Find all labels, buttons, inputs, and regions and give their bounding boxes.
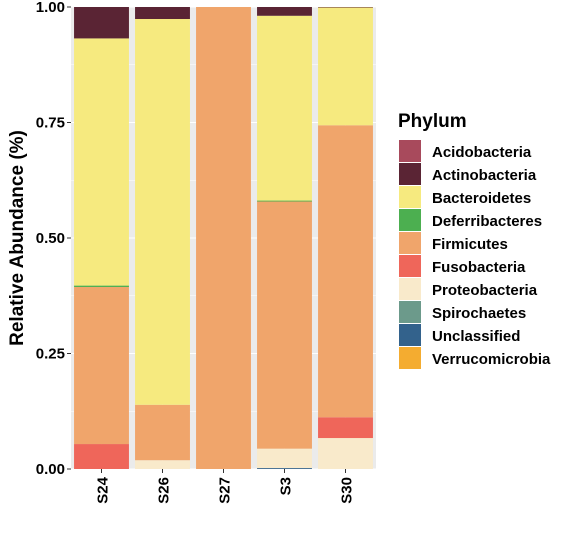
legend-label-verrucomicrobia: Verrucomicrobia	[432, 351, 551, 368]
legend-label-fusobacteria: Fusobacteria	[432, 259, 526, 276]
legend-swatch-spirochaetes	[399, 301, 421, 323]
bar-segment-fusobacteria-s24	[74, 444, 129, 469]
legend-swatch-bacteroidetes	[399, 186, 421, 208]
bar-segment-fusobacteria-s30	[318, 417, 373, 439]
bar-segment-firmicutes-s3	[257, 201, 312, 449]
bars	[74, 7, 373, 469]
legend-label-bacteroidetes: Bacteroidetes	[432, 190, 531, 207]
y-axis-title: Relative Abundance (%)	[7, 130, 28, 346]
bar-segment-actinobacteria-s3	[257, 7, 312, 16]
legend-swatch-unclassified	[399, 324, 421, 346]
legend-swatch-firmicutes	[399, 232, 421, 254]
x-axis: S24 S26 S27 S3 S30	[95, 469, 356, 504]
legend-swatch-fusobacteria	[399, 255, 421, 277]
legend-label-actinobacteria: Actinobacteria	[432, 167, 537, 184]
legend-label-deferribacteres: Deferribacteres	[432, 213, 542, 230]
bar-segment-bacteroidetes-s30	[318, 7, 373, 126]
legend-swatch-actinobacteria	[399, 163, 421, 185]
bar-segment-unclassified-s3	[257, 468, 312, 469]
y-tick-label: 0.75	[36, 115, 65, 132]
x-tick-label: S26	[156, 477, 173, 504]
legend-title: Phylum	[398, 111, 467, 132]
x-tick-label: S27	[217, 477, 234, 504]
x-tick-label: S3	[278, 477, 295, 495]
bar-segment-firmicutes-s30	[318, 125, 373, 418]
bar-segment-bacteroidetes-s26	[135, 19, 190, 405]
bar-segment-firmicutes-s26	[135, 404, 190, 461]
bar-segment-proteobacteria-s3	[257, 448, 312, 469]
bar-segment-proteobacteria-s26	[135, 460, 190, 469]
bar-segment-actinobacteria-s24	[74, 7, 129, 39]
bar-segment-proteobacteria-s30	[318, 438, 373, 469]
bar-segment-deferribacteres-s3	[257, 200, 312, 202]
bar-segment-actinobacteria-s30	[318, 7, 373, 8]
y-tick-label: 0.25	[36, 346, 65, 363]
legend-label-spirochaetes: Spirochaetes	[432, 305, 526, 322]
bar-segment-bacteroidetes-s3	[257, 15, 312, 201]
legend: Phylum Acidobacteria Actinobacteria Bacter…	[398, 111, 551, 369]
legend-swatch-acidobacteria	[399, 140, 421, 162]
legend-swatch-proteobacteria	[399, 278, 421, 300]
bar-segment-deferribacteres-s24	[74, 285, 129, 287]
legend-label-unclassified: Unclassified	[432, 328, 520, 345]
bar-segment-firmicutes-s27	[196, 7, 251, 469]
y-tick-label: 1.00	[36, 0, 65, 16]
bar-segment-bacteroidetes-s24	[74, 38, 129, 286]
y-axis: 0.00 0.25 0.50 0.75 1.00	[36, 0, 71, 478]
legend-swatch-deferribacteres	[399, 209, 421, 231]
y-tick-label: 0.50	[36, 230, 65, 247]
legend-label-firmicutes: Firmicutes	[432, 236, 508, 253]
bar-segment-actinobacteria-s26	[135, 7, 190, 20]
bar-segment-firmicutes-s24	[74, 286, 129, 445]
legend-swatch-verrucomicrobia	[399, 347, 421, 369]
legend-label-acidobacteria: Acidobacteria	[432, 144, 532, 161]
x-tick-label: S30	[339, 477, 356, 504]
x-tick-label: S24	[95, 476, 112, 503]
y-tick-label: 0.00	[36, 461, 65, 478]
legend-label-proteobacteria: Proteobacteria	[432, 282, 538, 299]
